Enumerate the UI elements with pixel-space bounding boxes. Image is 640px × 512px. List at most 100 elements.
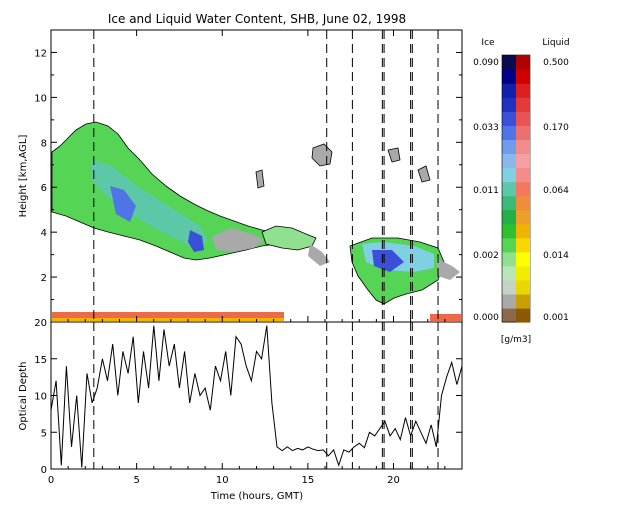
optical-depth-line [51, 325, 462, 468]
colorbar-liquid-swatch [516, 139, 530, 154]
cloud-field [51, 121, 461, 321]
y-tick-label: 8 [41, 138, 47, 149]
colorbar-liquid-tick-label: 0.064 [543, 186, 569, 196]
colorbar-liquid-swatch [516, 69, 530, 84]
colorbar-liquid-swatch [516, 167, 530, 183]
height-y-ticks: 2 4 6 8 10 12 [34, 48, 462, 301]
y-tick-label: 6 [41, 183, 47, 194]
colorbar-liquid-swatch [516, 265, 530, 281]
colorbar-liquid-tick-label: 0.014 [543, 251, 569, 261]
colorbar-ice-swatch [502, 139, 516, 154]
colorbar-ice-swatch [502, 153, 516, 169]
optical-depth-panel: 0 5 10 15 20 0 5 10 15 20 Optical Depth Time (ho… [18, 30, 463, 502]
colorbar-ice-swatch [502, 223, 516, 239]
optical-depth-y-ticks: 0 5 10 15 20 [34, 318, 462, 476]
mid-cloud [261, 225, 317, 251]
afternoon-cloud-gray-tail [436, 258, 460, 280]
colorbar-ice-swatch [502, 181, 516, 197]
y-tick-label: 10 [34, 93, 47, 104]
colorbar-liquid-tick-label: 0.170 [543, 123, 569, 133]
y-tick-label: 5 [41, 428, 47, 439]
y-tick-label: 0 [41, 465, 47, 476]
colorbar-ice-swatch [502, 83, 516, 98]
cirrus-fragment-3 [417, 165, 431, 183]
colorbar-liquid-swatch [516, 83, 530, 98]
mid-cloud-gray [308, 244, 330, 266]
chart-title: Ice and Liquid Water Content, SHB, June … [108, 12, 406, 26]
colorbar-tick-labels: 0.000 0.002 0.011 0.033 0.090 0.001 0.014 0.064… [473, 58, 569, 323]
colorbar-ice-swatch [502, 265, 516, 281]
height-axis-label: Height [km,AGL] [18, 135, 29, 218]
height-panel: 2 4 6 8 10 12 Height [km,AGL] [18, 29, 463, 323]
colorbar-ice-swatch [502, 167, 516, 183]
event-lines-bottom [93, 322, 439, 469]
colorbar-liquid-tick-label: 0.001 [543, 313, 569, 323]
optical-depth-axis-label: Optical Depth [18, 362, 29, 431]
x-tick-label: 15 [302, 475, 315, 486]
colorbar-ice-tick-label: 0.002 [473, 251, 499, 261]
colorbar-ice-swatch [502, 237, 516, 253]
colorbar-liquid-swatch [516, 97, 530, 112]
colorbar-liquid-swatch [516, 125, 530, 140]
colorbar-ice-tick-label: 0.011 [473, 186, 499, 196]
colorbar-liquid-swatch [516, 209, 530, 225]
x-tick-label: 0 [48, 475, 54, 486]
colorbar-liquid-swatch [516, 153, 530, 169]
colorbar-ice-swatch [502, 307, 516, 323]
x-tick-label: 10 [216, 475, 229, 486]
colorbar-ice-swatch [502, 111, 516, 126]
colorbar-ice-swatch [502, 279, 516, 295]
colorbar-ice-tick-label: 0.033 [473, 123, 499, 133]
colorbar-liquid-swatch [516, 279, 530, 295]
colorbar-unit-label: [g/m3] [501, 335, 531, 345]
upper-ice-cloud-dense-core-2 [188, 230, 204, 252]
time-x-ticks: 0 5 10 15 20 [48, 30, 446, 486]
colorbar-liquid-tick-label: 0.500 [543, 58, 569, 68]
colorbar-liquid-swatch [516, 307, 530, 323]
y-tick-label: 20 [34, 318, 47, 329]
colorbar-ice-swatch [502, 97, 516, 112]
colorbar-ice-swatch [502, 293, 516, 309]
colorbar-ice-swatch [502, 195, 516, 211]
x-tick-label: 20 [387, 475, 400, 486]
colorbar-ice-swatches [501, 54, 531, 323]
event-lines-top [93, 30, 439, 322]
colorbar-liquid-swatch [516, 181, 530, 197]
colorbar-liquid-swatch [516, 111, 530, 126]
afternoon-cloud-dense-core [372, 250, 404, 272]
upper-ice-cloud-dense-core [110, 186, 136, 222]
colorbar-liquid-swatch [516, 251, 530, 267]
y-tick-label: 2 [41, 273, 47, 284]
colorbar-ice-swatch [502, 55, 516, 70]
cirrus-fragment-4 [255, 169, 265, 189]
x-tick-label: 5 [133, 475, 139, 486]
upper-ice-cloud-core [92, 160, 208, 248]
colorbar-ice-tick-label: 0.090 [473, 58, 499, 68]
time-axis-label: Time (hours, GMT) [210, 491, 304, 502]
y-tick-label: 15 [34, 355, 47, 366]
cirrus-fragment-2 [387, 147, 401, 163]
y-tick-label: 4 [41, 228, 47, 239]
colorbar-ice-swatch [502, 251, 516, 267]
colorbar-liquid-swatch [516, 55, 530, 70]
colorbar-ice-title: Ice [481, 38, 495, 48]
cirrus-fragment-1 [311, 143, 333, 167]
colorbar-ice-tick-label: 0.000 [473, 313, 499, 323]
colorbar-liquid-swatch [516, 223, 530, 239]
surface-liquid-layer [52, 312, 284, 321]
colorbar-ice-swatch [502, 209, 516, 225]
colorbar-liquid-swatches [516, 55, 530, 323]
colorbar-liquid-title: Liquid [542, 38, 569, 48]
colorbar: Ice Liquid 0.0000.0020.0110.0330.0900.00… [473, 38, 569, 345]
colorbar-ice-swatch [502, 125, 516, 140]
colorbar-ice-swatch [502, 69, 516, 84]
y-tick-label: 12 [34, 48, 47, 59]
surface-liquid-layer-late [430, 314, 461, 321]
y-tick-label: 10 [34, 392, 47, 403]
colorbar-liquid-swatch [516, 237, 530, 253]
colorbar-liquid-swatch [516, 293, 530, 309]
surface-liquid-layer-strip [52, 318, 284, 321]
upper-ice-cloud-gray-edge [212, 228, 264, 252]
colorbar-liquid-swatch [516, 195, 530, 211]
